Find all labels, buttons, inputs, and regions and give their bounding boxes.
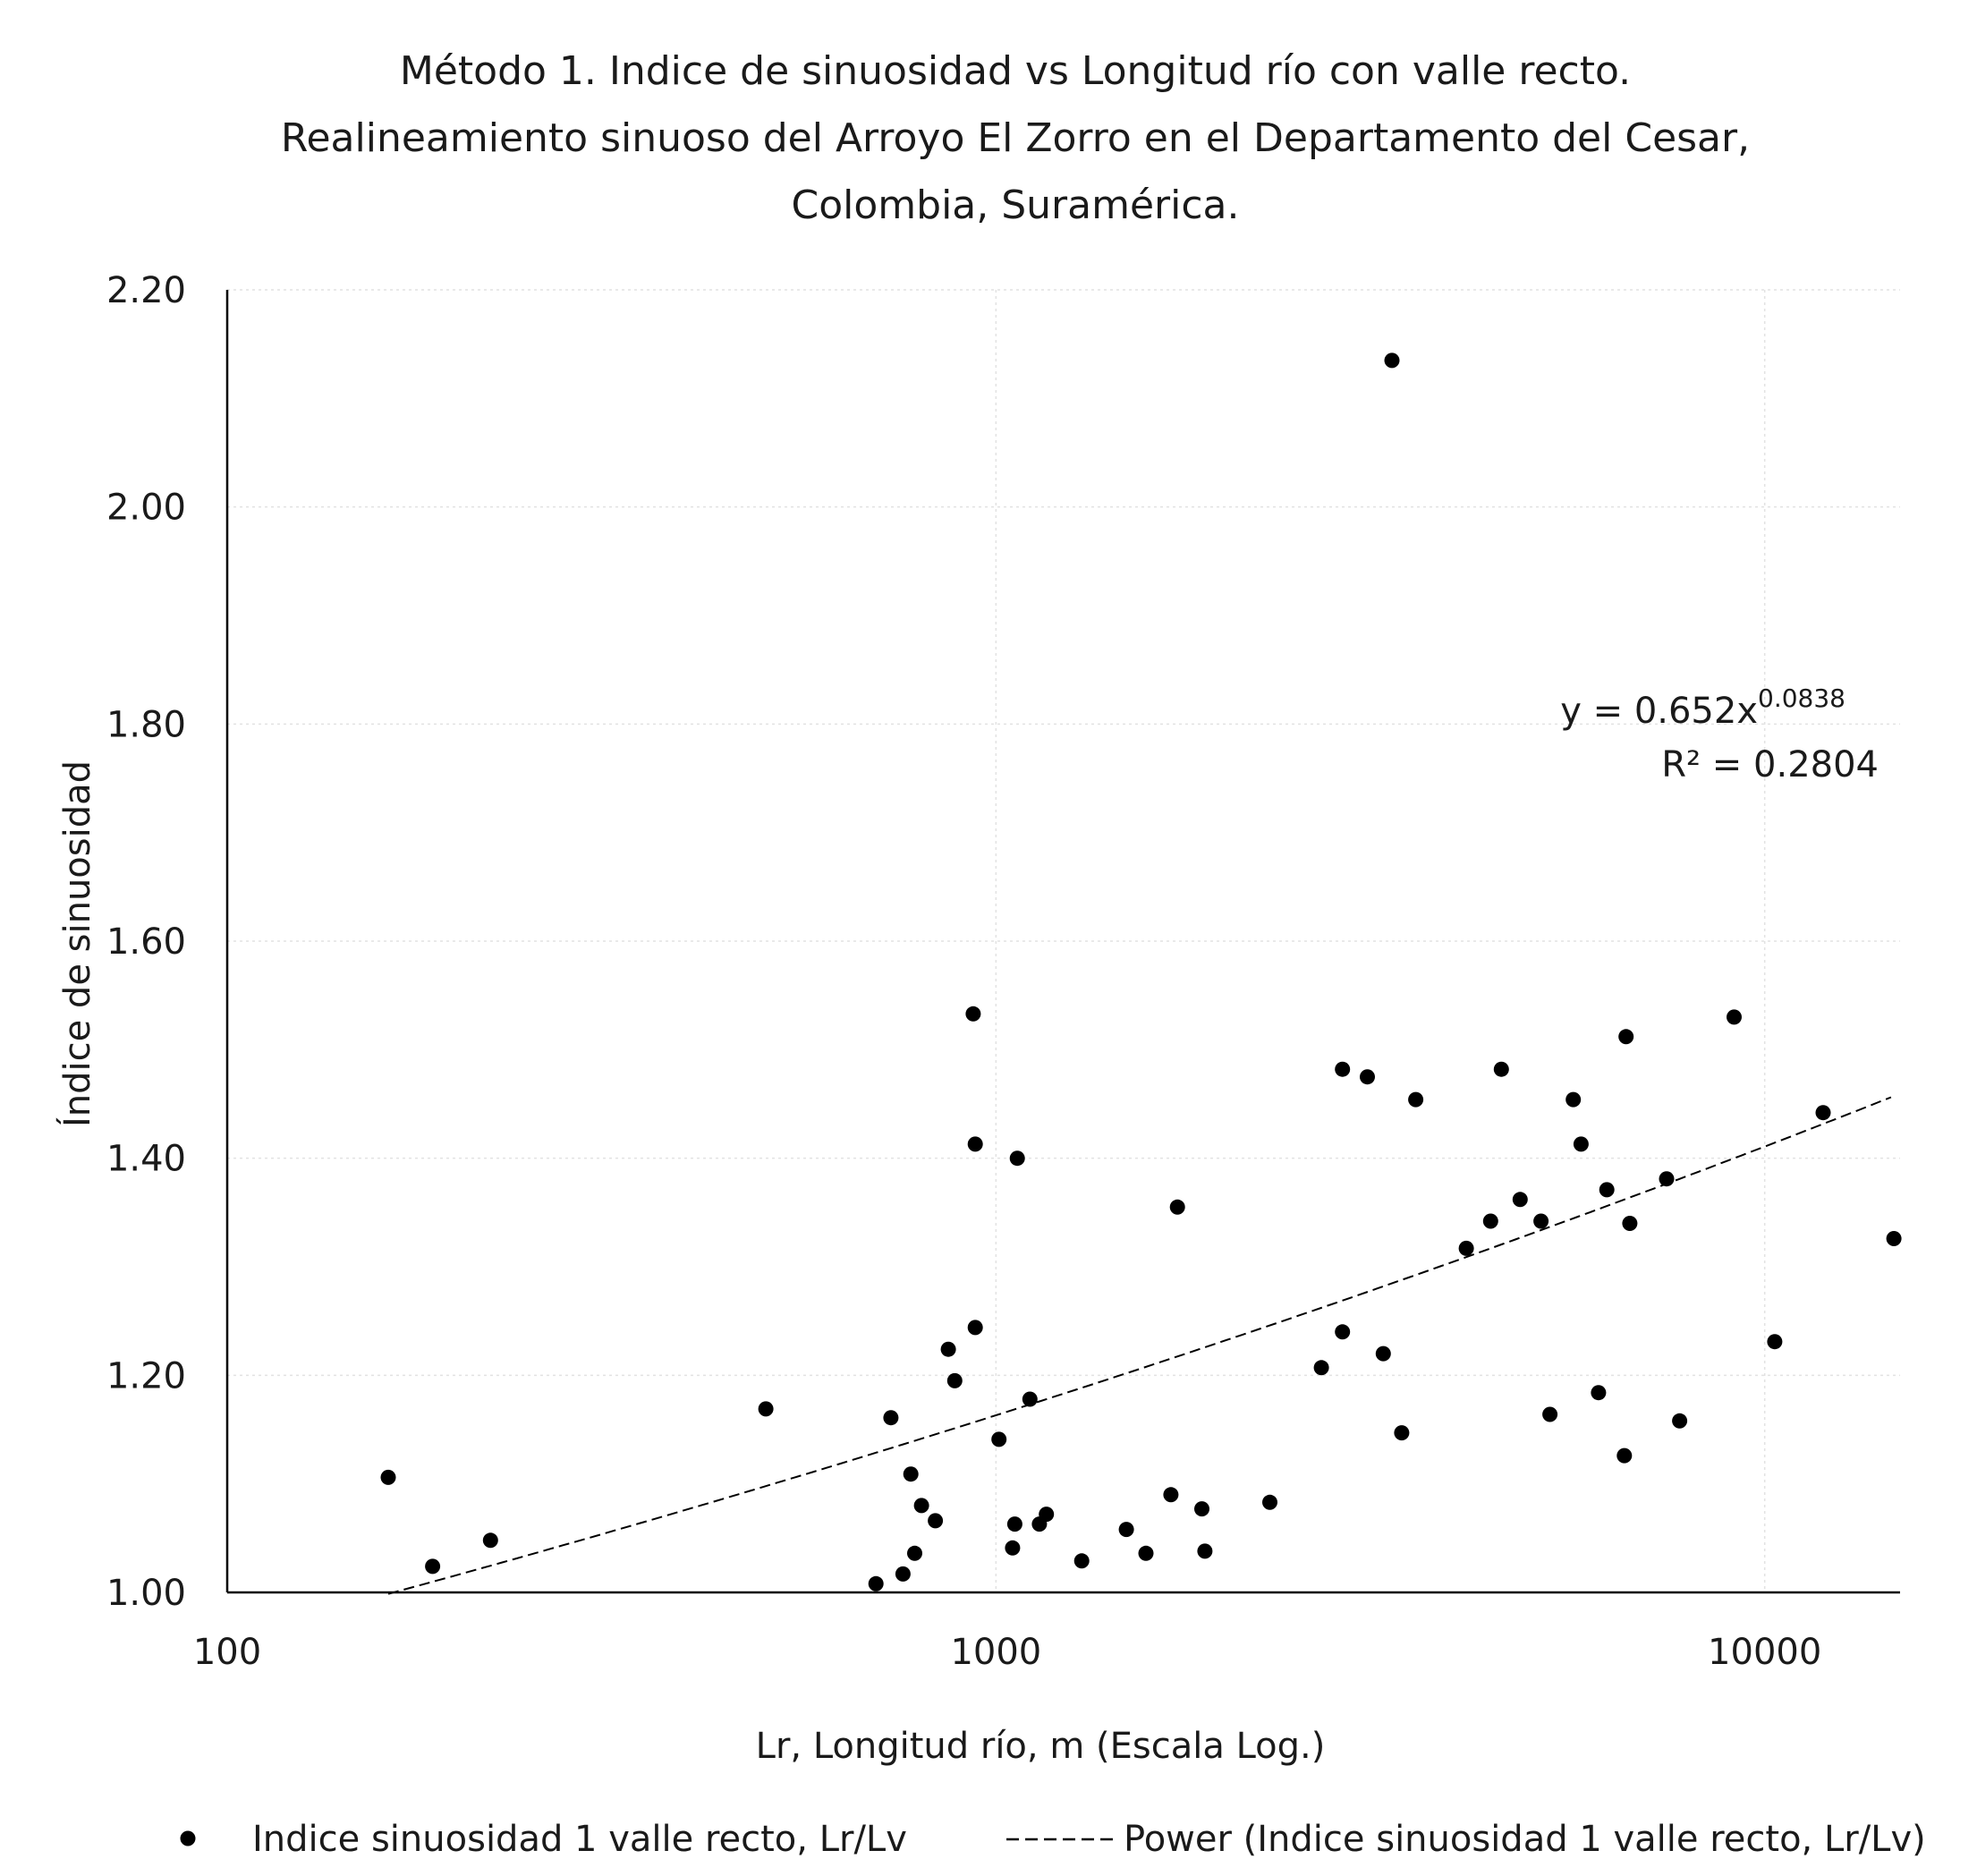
gridlines [227,289,1900,1592]
data-point [946,1372,963,1388]
data-point [895,1566,911,1582]
data-point [1458,1240,1474,1256]
y-tick-label: 1.20 [106,1355,186,1396]
data-point [1169,1199,1185,1215]
data-point [1375,1345,1391,1362]
data-point [1384,352,1400,369]
data-point [1493,1061,1509,1077]
data-point [1360,1069,1375,1085]
legend-label-trendline: Power (Indice sinuosidad 1 valle recto, … [1124,1819,1926,1860]
chart-title-line-3: Colombia, Suramérica. [792,183,1240,228]
data-point [1006,1516,1022,1532]
chart-title-line-1: Método 1. Indice de sinuosidad vs Longit… [400,48,1631,94]
data-point [1194,1501,1209,1517]
data-point [1622,1216,1638,1231]
data-point [965,1006,981,1022]
axes [225,290,1900,1594]
data-point [1163,1487,1179,1503]
legend-marker-scatter [180,1830,196,1846]
data-point [1039,1507,1055,1523]
chart-title: Método 1. Indice de sinuosidad vs Longit… [281,48,1750,228]
y-tick-label: 2.20 [106,270,186,311]
data-point [1533,1213,1549,1229]
data-point [1672,1413,1688,1429]
data-point [1599,1182,1615,1198]
power-trendline [387,1096,1892,1595]
data-point [1482,1213,1498,1229]
data-point [1313,1360,1329,1376]
legend: Indice sinuosidad 1 valle recto, Lr/Lv P… [180,1819,1926,1860]
data-points [380,352,1902,1592]
equation-exponent: 0.0838 [1758,683,1845,713]
y-tick-label: 1.40 [106,1139,186,1180]
svg-text:y = 0.652x0.0838: y = 0.652x0.0838 [1560,683,1845,732]
equation-text: y = 0.652x [1560,691,1758,732]
y-tick-label: 1.80 [106,704,186,745]
data-point [1618,1029,1634,1045]
x-tick-label: 1000 [950,1632,1041,1673]
data-point [1573,1136,1589,1152]
data-point [1394,1425,1410,1441]
data-point [967,1320,983,1336]
data-point [1512,1192,1528,1208]
data-point [1022,1391,1038,1407]
legend-label-scatter: Indice sinuosidad 1 valle recto, Lr/Lv [252,1819,907,1860]
data-point [940,1341,956,1357]
y-tick-label: 1.00 [106,1573,186,1614]
y-axis-label: Índice de sinuosidad [55,760,98,1127]
data-point [380,1469,396,1485]
x-axis-label: Lr, Longitud río, m (Escala Log.) [756,1726,1326,1767]
data-point [1659,1171,1675,1187]
trendline-equation: y = 0.652x0.0838 R² = 0.2804 [1560,683,1879,785]
x-axis-tick-labels: 100 1000 10000 [193,1632,1821,1673]
data-point [928,1513,944,1529]
data-point [1335,1324,1351,1340]
data-point [1565,1091,1582,1108]
r-squared-text: R² = 0.2804 [1661,744,1879,785]
data-point [1073,1553,1090,1569]
data-point [991,1431,1007,1447]
data-point [1005,1540,1021,1556]
data-point [1408,1091,1424,1108]
data-point [1542,1406,1558,1422]
data-point [913,1498,929,1514]
data-point [1727,1009,1742,1025]
y-axis-tick-labels: 1.00 1.20 1.40 1.60 1.80 2.00 2.20 [106,270,186,1614]
trendline [387,1096,1892,1595]
data-point [1886,1231,1902,1246]
data-point [482,1532,498,1549]
x-tick-label: 10000 [1708,1632,1821,1673]
data-point [1815,1105,1831,1121]
data-point [425,1558,441,1575]
data-point [1616,1447,1633,1464]
data-point [883,1410,899,1426]
data-point [1591,1385,1607,1401]
data-point [1335,1061,1351,1077]
data-point [1197,1543,1213,1559]
data-point [1118,1522,1134,1538]
y-tick-label: 2.00 [106,488,186,529]
data-point [1138,1545,1154,1561]
chart-title-line-2: Realineamiento sinuoso del Arroyo El Zor… [281,115,1750,161]
data-point [967,1136,983,1152]
y-tick-label: 1.60 [106,921,186,963]
data-point [1262,1494,1277,1510]
data-point [758,1401,774,1417]
data-point [907,1545,922,1561]
data-point [868,1575,884,1592]
data-point [1009,1150,1025,1167]
data-point [903,1466,919,1482]
x-tick-label: 100 [193,1632,261,1673]
data-point [1767,1334,1783,1350]
